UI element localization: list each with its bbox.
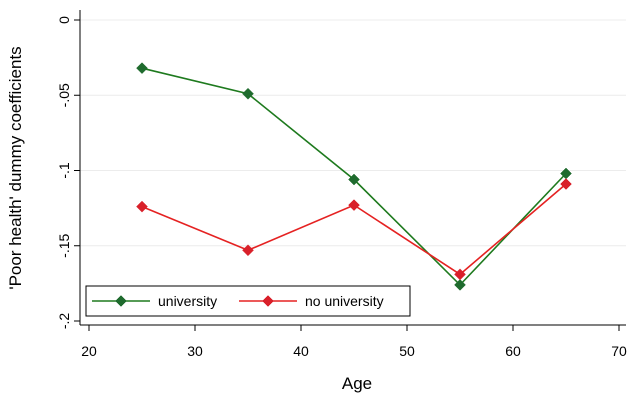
series-1-point-2 xyxy=(348,199,360,211)
x-tick-label-3: 50 xyxy=(399,343,415,359)
x-axis-title: Age xyxy=(342,374,372,393)
series-0-point-2 xyxy=(348,173,360,186)
y-ticks: 0 -.05 -.1 -.15 -.2 xyxy=(56,16,80,329)
x-tick-label-0: 20 xyxy=(81,343,97,359)
legend-marker-1 xyxy=(262,295,274,307)
series-0-point-0 xyxy=(136,62,148,75)
series-1 xyxy=(136,178,572,281)
y-tick-label-1: -.05 xyxy=(56,83,72,107)
y-tick-label-4: -.2 xyxy=(56,313,72,330)
series-1-point-0 xyxy=(136,200,148,213)
gridlines xyxy=(80,19,626,247)
legend: university no university xyxy=(85,285,411,317)
legend-label-1: no university xyxy=(305,293,384,309)
axes xyxy=(79,10,626,326)
y-tick-label-2: -.1 xyxy=(56,162,72,179)
series-1-point-4 xyxy=(560,178,572,190)
x-tick-label-1: 30 xyxy=(187,343,203,359)
series-0-point-3 xyxy=(454,279,466,291)
x-tick-label-5: 70 xyxy=(611,343,627,359)
series-line-1 xyxy=(141,183,567,276)
series-0-point-1 xyxy=(242,87,254,100)
y-tick-label-0: 0 xyxy=(56,16,72,24)
legend-label-0: university xyxy=(158,293,217,309)
series-layer xyxy=(136,62,572,291)
series-0 xyxy=(136,62,572,291)
x-ticks: 20 30 40 50 60 70 xyxy=(81,325,627,359)
x-tick-label-2: 40 xyxy=(293,343,309,359)
y-tick-label-3: -.15 xyxy=(56,233,72,257)
y-axis-title: 'Poor health' dummy coefficients xyxy=(6,46,25,289)
series-1-point-3 xyxy=(454,268,466,281)
x-tick-label-4: 60 xyxy=(505,343,521,359)
legend-marker-0 xyxy=(115,295,127,307)
series-1-point-1 xyxy=(242,244,254,257)
